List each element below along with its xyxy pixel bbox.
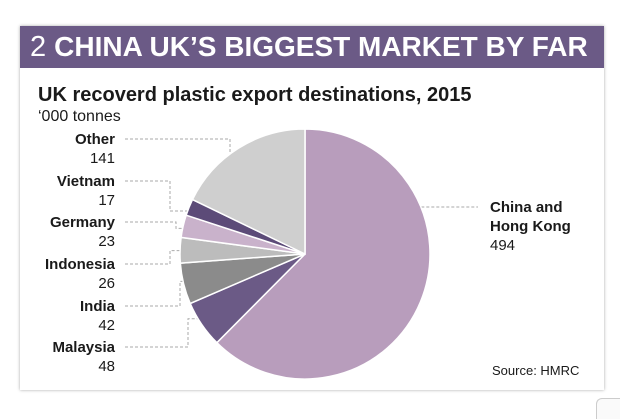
chart-subtitle: UK recoverd plastic export destinations,…	[38, 84, 472, 106]
leader-line	[125, 138, 244, 158]
slice-label-value: 17	[98, 192, 115, 209]
slice-label-value: 494	[490, 237, 515, 254]
leader-line	[125, 280, 194, 307]
slice-label-value: 48	[98, 358, 115, 375]
slice-label-value: 26	[98, 275, 115, 292]
slice-label-name: Malaysia	[52, 339, 115, 356]
header-banner: 2 CHINA UK’S BIGGEST MARKET BY FAR	[20, 26, 604, 68]
leader-line	[125, 180, 199, 212]
slice-label-name: Hong Kong	[490, 218, 571, 235]
leader-line	[125, 250, 191, 265]
slice-label-name: China and	[490, 199, 563, 216]
slice-label-name: India	[80, 298, 116, 315]
page-corner	[596, 398, 620, 419]
pie-slice-china-and-hong-kong	[215, 128, 431, 380]
slice-label-value: 141	[90, 150, 115, 167]
leader-line	[125, 318, 210, 348]
slice-label-name: Indonesia	[45, 256, 116, 273]
chart-unit: ‘000 tonnes	[38, 108, 121, 125]
slice-label-name: Other	[75, 131, 115, 148]
source-note: Source: HMRC	[492, 363, 580, 378]
slice-label-name: Vietnam	[57, 173, 115, 190]
chart-headline: CHINA UK’S BIGGEST MARKET BY FAR	[54, 31, 588, 62]
pie-slice-other	[191, 128, 306, 256]
slice-label-name: Germany	[50, 214, 116, 231]
chart-number: 2	[30, 31, 47, 63]
slice-label-value: 23	[98, 233, 115, 250]
slice-label-value: 42	[98, 317, 115, 334]
